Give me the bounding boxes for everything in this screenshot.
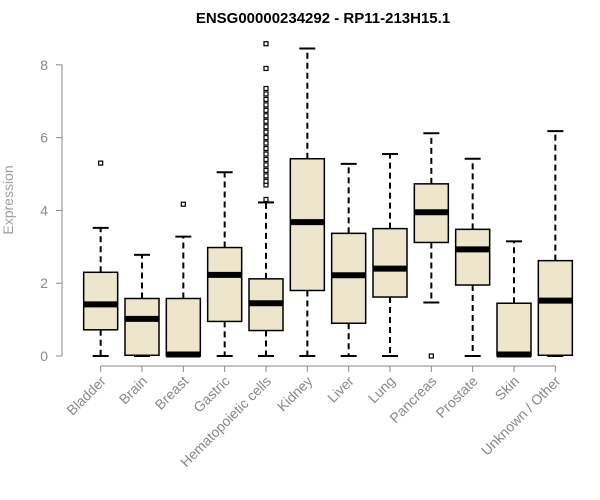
x-tick-label: Lung [365, 373, 398, 406]
y-tick-label: 8 [40, 57, 48, 73]
box-brain [124, 253, 160, 357]
x-tick-label: Brain [116, 373, 150, 407]
y-tick-label: 6 [40, 130, 48, 146]
box-lung [372, 153, 408, 357]
box-hematopoietic-cells [248, 41, 284, 357]
box-kidney [289, 47, 326, 357]
y-tick-label: 4 [40, 202, 48, 218]
outlier-point [263, 156, 269, 163]
box-skin [496, 240, 532, 358]
y-axis-label: Expression [0, 165, 16, 234]
box-iqr [206, 246, 243, 323]
box-iqr [372, 227, 408, 298]
box-liver [330, 162, 367, 357]
outlier-point [263, 91, 269, 97]
outlier-point [263, 162, 269, 168]
x-tick-label: Breast [152, 373, 192, 413]
outlier-point [263, 167, 269, 173]
box-breast [165, 201, 202, 358]
box-iqr [124, 297, 160, 357]
box-iqr [165, 297, 202, 357]
outlier-point [263, 145, 269, 152]
box-prostate [454, 157, 491, 357]
outlier-point [263, 178, 269, 184]
y-tick-label: 2 [40, 275, 48, 291]
y-tick-label: 0 [40, 348, 48, 364]
outlier-point [263, 96, 269, 103]
boxes-layer [82, 41, 574, 359]
outlier-point [263, 140, 269, 146]
box-iqr [82, 271, 119, 331]
outlier-point [263, 41, 269, 47]
outlier-point [263, 151, 269, 157]
outlier-point [263, 113, 269, 119]
outlier-point [263, 196, 269, 203]
outlier-point [263, 85, 269, 92]
outlier-point [263, 107, 269, 113]
box-iqr [496, 302, 532, 357]
outlier-point [98, 160, 104, 166]
box-iqr [537, 259, 574, 357]
y-axis: 0 2 4 6 8 [40, 57, 63, 364]
x-tick-label: Prostate [433, 373, 481, 421]
box-bladder [82, 160, 119, 357]
x-tick-label: Kidney [274, 373, 316, 415]
box-iqr [454, 228, 491, 286]
outlier-point [263, 124, 269, 130]
outlier-point [263, 118, 269, 124]
outlier-point [263, 173, 269, 179]
x-tick-label: Skin [492, 373, 523, 404]
x-tick-label: Bladder [63, 373, 109, 419]
box-unknown-other [537, 130, 574, 357]
box-gastric [206, 171, 243, 357]
outlier-point [263, 65, 269, 72]
outlier-point [263, 129, 269, 135]
outlier-point [263, 135, 269, 141]
box-pancreas [413, 132, 450, 359]
outlier-point [180, 201, 186, 207]
x-tick-label: Liver [324, 373, 357, 406]
outlier-point [428, 353, 434, 359]
outlier-point [263, 102, 269, 108]
box-iqr [330, 232, 367, 324]
chart-title: ENSG00000234292 - RP11-213H15.1 [196, 10, 450, 27]
